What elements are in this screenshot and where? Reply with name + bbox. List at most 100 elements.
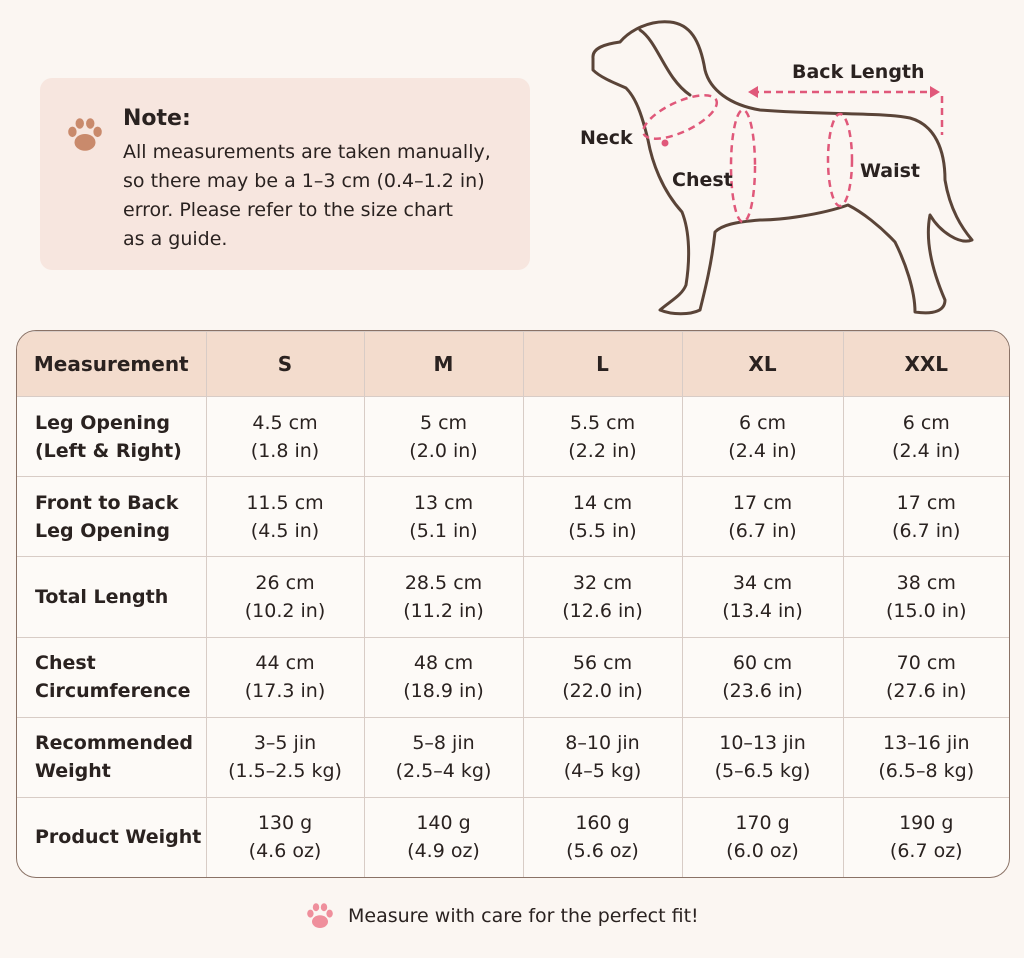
table-row: Recommended Weight 3–5 jin (1.5–2.5 kg) 5–8 … <box>17 716 1009 798</box>
metric-value: 17 cm <box>896 491 956 514</box>
metric-value: 140 g <box>416 812 471 835</box>
imperial-value: (5.5 in) <box>568 519 637 542</box>
note-line: as a guide. <box>123 228 228 250</box>
metric-value: 5–8 jin <box>412 732 475 755</box>
note-text: All measurements are taken manually, so t… <box>123 138 491 254</box>
table-cell: 17 cm (6.7 in) <box>681 476 844 558</box>
note-line: All measurements are taken manually, <box>123 141 491 163</box>
imperial-value: (1.5–2.5 kg) <box>228 760 342 783</box>
table-cell: 11.5 cm (4.5 in) <box>205 476 365 558</box>
row-label-line: Leg Opening <box>35 519 171 542</box>
imperial-value: (12.6 in) <box>562 599 643 622</box>
note-line: so there may be a 1–3 cm (0.4–1.2 in) <box>123 170 485 192</box>
metric-value: 26 cm <box>255 571 315 594</box>
label-neck: Neck <box>580 127 633 149</box>
header-row: Measurement S M L XL XXL <box>17 331 1009 397</box>
imperial-value: (1.8 in) <box>250 439 320 462</box>
table-cell: 190 g (6.7 oz) <box>842 796 1009 877</box>
row-label: Recommended Weight <box>17 716 207 798</box>
row-label-line: Total Length <box>35 585 169 608</box>
imperial-value: (4.9 oz) <box>407 840 480 863</box>
table-cell: 13–16 jin (6.5–8 kg) <box>842 716 1009 798</box>
metric-value: 4.5 cm <box>252 411 318 434</box>
imperial-value: (6.7 in) <box>892 519 961 542</box>
header-cell: XL <box>681 331 844 397</box>
imperial-value: (6.5–8 kg) <box>878 760 975 783</box>
footer-text: Measure with care for the perfect fit! <box>348 905 699 927</box>
row-label: Front to Back Leg Opening <box>17 476 207 558</box>
row-label: Total Length <box>17 556 207 638</box>
metric-value: 170 g <box>735 812 790 835</box>
row-label: Product Weight <box>17 796 207 877</box>
imperial-value: (18.9 in) <box>403 680 484 703</box>
size-table: Measurement S M L XL XXL Leg Opening (Left & Ri… <box>16 330 1010 878</box>
imperial-value: (23.6 in) <box>722 680 803 703</box>
imperial-value: (2.0 in) <box>409 439 478 462</box>
table-cell: 17 cm (6.7 in) <box>842 476 1009 558</box>
metric-value: 32 cm <box>572 571 633 594</box>
imperial-value: (5.6 oz) <box>566 840 639 863</box>
imperial-value: (13.4 in) <box>722 599 803 622</box>
metric-value: 130 g <box>257 812 313 835</box>
table-cell: 8–10 jin (4–5 kg) <box>522 716 683 798</box>
table-cell: 3–5 jin (1.5–2.5 kg) <box>205 716 365 798</box>
table-cell: 56 cm (22.0 in) <box>522 636 683 718</box>
table-cell: 6 cm (2.4 in) <box>681 395 844 478</box>
row-label-line: Weight <box>35 760 111 783</box>
imperial-value: (6.7 oz) <box>889 840 963 863</box>
imperial-value: (5.1 in) <box>409 519 478 542</box>
metric-value: 56 cm <box>572 652 633 675</box>
header-cell: M <box>363 331 524 397</box>
label-waist: Waist <box>860 160 920 182</box>
table-cell: 5–8 jin (2.5–4 kg) <box>363 716 524 798</box>
table-cell: 34 cm (13.4 in) <box>681 556 844 638</box>
table-row: Front to Back Leg Opening 11.5 cm (4.5 in) 1… <box>17 476 1009 558</box>
table-row: Total Length 26 cm (10.2 in) 28.5 cm (11.2 i… <box>17 556 1009 638</box>
table-cell: 170 g (6.0 oz) <box>681 796 844 877</box>
imperial-value: (2.4 in) <box>892 439 961 462</box>
note-box: Note: All measurements are taken manuall… <box>40 78 530 270</box>
imperial-value: (6.7 in) <box>728 519 797 542</box>
paw-icon <box>68 118 102 151</box>
table-cell: 32 cm (12.6 in) <box>522 556 683 638</box>
metric-value: 11.5 cm <box>246 491 324 514</box>
table-cell: 5.5 cm (2.2 in) <box>522 395 683 478</box>
imperial-value: (22.0 in) <box>562 680 643 703</box>
metric-value: 70 cm <box>896 652 956 675</box>
note-title: Note: <box>123 106 191 131</box>
table-row: Product Weight 130 g (4.6 oz) 140 g (4.9 oz)… <box>17 796 1009 877</box>
metric-value: 6 cm <box>738 411 787 434</box>
table: Measurement S M L XL XXL Leg Opening (Left & Ri… <box>17 331 1009 877</box>
dog-diagram: Back Length Neck Chest Waist <box>580 20 974 316</box>
metric-value: 160 g <box>575 812 630 835</box>
metric-value: 60 cm <box>732 652 793 675</box>
table-cell: 160 g (5.6 oz) <box>522 796 683 877</box>
imperial-value: (4–5 kg) <box>563 760 642 783</box>
metric-value: 14 cm <box>572 491 633 514</box>
paw-icon <box>307 903 333 928</box>
imperial-value: (11.2 in) <box>403 599 484 622</box>
table-cell: 5 cm (2.0 in) <box>363 395 524 478</box>
metric-value: 5.5 cm <box>569 411 636 434</box>
table-cell: 130 g (4.6 oz) <box>205 796 365 877</box>
row-label-line: Product Weight <box>35 826 202 849</box>
metric-value: 13 cm <box>413 491 474 514</box>
table-cell: 6 cm (2.4 in) <box>842 395 1009 478</box>
header-cell: S <box>205 331 365 397</box>
table-cell: 48 cm (18.9 in) <box>363 636 524 718</box>
imperial-value: (10.2 in) <box>244 599 326 622</box>
imperial-value: (17.3 in) <box>244 680 326 703</box>
metric-value: 44 cm <box>255 652 315 675</box>
imperial-value: (2.4 in) <box>728 439 797 462</box>
table-row: Chest Circumference 44 cm (17.3 in) 48 cm (18… <box>17 636 1009 718</box>
table-cell: 14 cm (5.5 in) <box>522 476 683 558</box>
header-cell: L <box>522 331 683 397</box>
label-back-length: Back Length <box>792 61 925 83</box>
label-chest: Chest <box>672 169 733 191</box>
row-label-line: Circumference <box>35 680 191 703</box>
table-cell: 60 cm (23.6 in) <box>681 636 844 718</box>
imperial-value: (4.5 in) <box>250 519 320 542</box>
metric-value: 13–16 jin <box>883 732 970 755</box>
metric-value: 8–10 jin <box>565 732 640 755</box>
